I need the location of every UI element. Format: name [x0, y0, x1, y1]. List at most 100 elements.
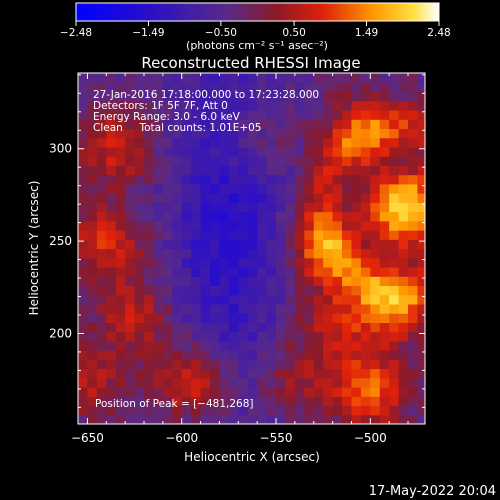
heatmap-cell	[398, 119, 409, 130]
heatmap-cell	[238, 100, 249, 111]
heatmap-cell	[351, 109, 362, 120]
heatmap-cell	[153, 146, 164, 157]
heatmap-cell	[276, 359, 287, 370]
heatmap-cell	[219, 303, 230, 314]
heatmap-cell	[162, 331, 173, 342]
heatmap-cell	[257, 257, 268, 268]
heatmap-cell	[285, 220, 296, 231]
heatmap-cell	[360, 248, 371, 259]
heatmap-cell	[181, 285, 192, 296]
heatmap-cell	[238, 405, 249, 416]
heatmap-cell	[210, 137, 221, 148]
heatmap-cell	[370, 230, 381, 240]
heatmap-cell	[370, 405, 381, 416]
heatmap-cell	[285, 248, 296, 259]
heatmap-cell	[276, 211, 287, 222]
heatmap-cell	[96, 220, 107, 231]
heatmap-cell	[96, 202, 107, 213]
heatmap-cell	[153, 119, 164, 130]
heatmap-cell	[294, 146, 305, 157]
heatmap-cell	[276, 202, 287, 213]
heatmap-cell	[106, 350, 117, 360]
heatmap-cell	[342, 156, 353, 166]
heatmap-cell	[162, 414, 173, 424]
heatmap-cell	[144, 82, 155, 93]
heatmap-cell	[125, 340, 136, 351]
heatmap-cell	[96, 174, 107, 185]
colorbar-tick-label: −0.50	[205, 27, 237, 39]
heatmap-cell	[134, 313, 145, 323]
heatmap-cell	[153, 220, 164, 231]
heatmap-cell	[191, 202, 202, 213]
heatmap-cell	[87, 174, 98, 185]
heatmap-cell	[417, 257, 425, 268]
heatmap-cell	[181, 248, 192, 259]
heatmap-cell	[417, 294, 425, 305]
heatmap-cell	[134, 100, 145, 111]
heatmap-cell	[96, 322, 107, 333]
heatmap-cell	[360, 174, 371, 185]
heatmap-cell	[313, 174, 324, 185]
heatmap-cell	[106, 119, 117, 130]
heatmap-cell	[294, 156, 305, 166]
heatmap-cell	[134, 220, 145, 231]
heatmap-cell	[379, 266, 390, 277]
heatmap-cell	[389, 331, 400, 342]
heatmap-cell	[360, 285, 371, 296]
heatmap-cell	[285, 303, 296, 314]
heatmap-cell	[370, 396, 381, 407]
heatmap-cell	[144, 174, 155, 185]
heatmap-cell	[351, 128, 362, 139]
heatmap-cell	[228, 248, 239, 259]
heatmap-cell	[379, 377, 390, 388]
heatmap-cell	[210, 100, 221, 111]
heatmap-cell	[144, 146, 155, 157]
heatmap-cell	[417, 128, 425, 139]
heatmap-cell	[408, 405, 419, 416]
heatmap-cell	[332, 73, 343, 83]
heatmap-cell	[398, 285, 409, 296]
heatmap-cell	[153, 165, 164, 176]
heatmap-cell	[417, 73, 425, 83]
heatmap-cell	[417, 303, 425, 314]
heatmap-cell	[408, 285, 419, 296]
heatmap-cell	[78, 128, 89, 139]
heatmap-cell	[106, 73, 117, 83]
heatmap-cell	[87, 331, 98, 342]
heatmap-cell	[285, 313, 296, 323]
heatmap-cell	[200, 313, 211, 323]
heatmap-cell	[266, 239, 277, 250]
heatmap-cell	[247, 322, 258, 333]
heatmap-cell	[238, 146, 249, 157]
heatmap-cell	[370, 202, 381, 213]
heatmap-cell	[370, 368, 381, 379]
heatmap-cell	[276, 322, 287, 333]
heatmap-cell	[162, 239, 173, 250]
heatmap-cell	[87, 230, 98, 240]
heatmap-cell	[106, 193, 117, 203]
heatmap-cell	[360, 100, 371, 111]
heatmap-cell	[332, 248, 343, 259]
heatmap-cell	[408, 350, 419, 360]
heatmap-cell	[417, 368, 425, 379]
heatmap-cell	[144, 137, 155, 148]
heatmap-cell	[172, 368, 183, 379]
heatmap-cell	[417, 313, 425, 323]
heatmap-cell	[379, 294, 390, 305]
heatmap-cell	[247, 202, 258, 213]
heatmap-cell	[417, 109, 425, 120]
heatmap-cell	[125, 73, 136, 83]
heatmap-cell	[417, 414, 425, 424]
heatmap-cell	[153, 266, 164, 277]
heatmap-cell	[351, 239, 362, 250]
heatmap-cell	[257, 211, 268, 222]
heatmap-cell	[219, 331, 230, 342]
heatmap-cell	[125, 322, 136, 333]
heatmap-cell	[379, 340, 390, 351]
heatmap-cell	[323, 248, 334, 259]
heatmap-cell	[266, 368, 277, 379]
heatmap-cell	[228, 340, 239, 351]
heatmap-cell	[276, 146, 287, 157]
heatmap-cell	[238, 285, 249, 296]
heatmap-cell	[294, 183, 305, 194]
